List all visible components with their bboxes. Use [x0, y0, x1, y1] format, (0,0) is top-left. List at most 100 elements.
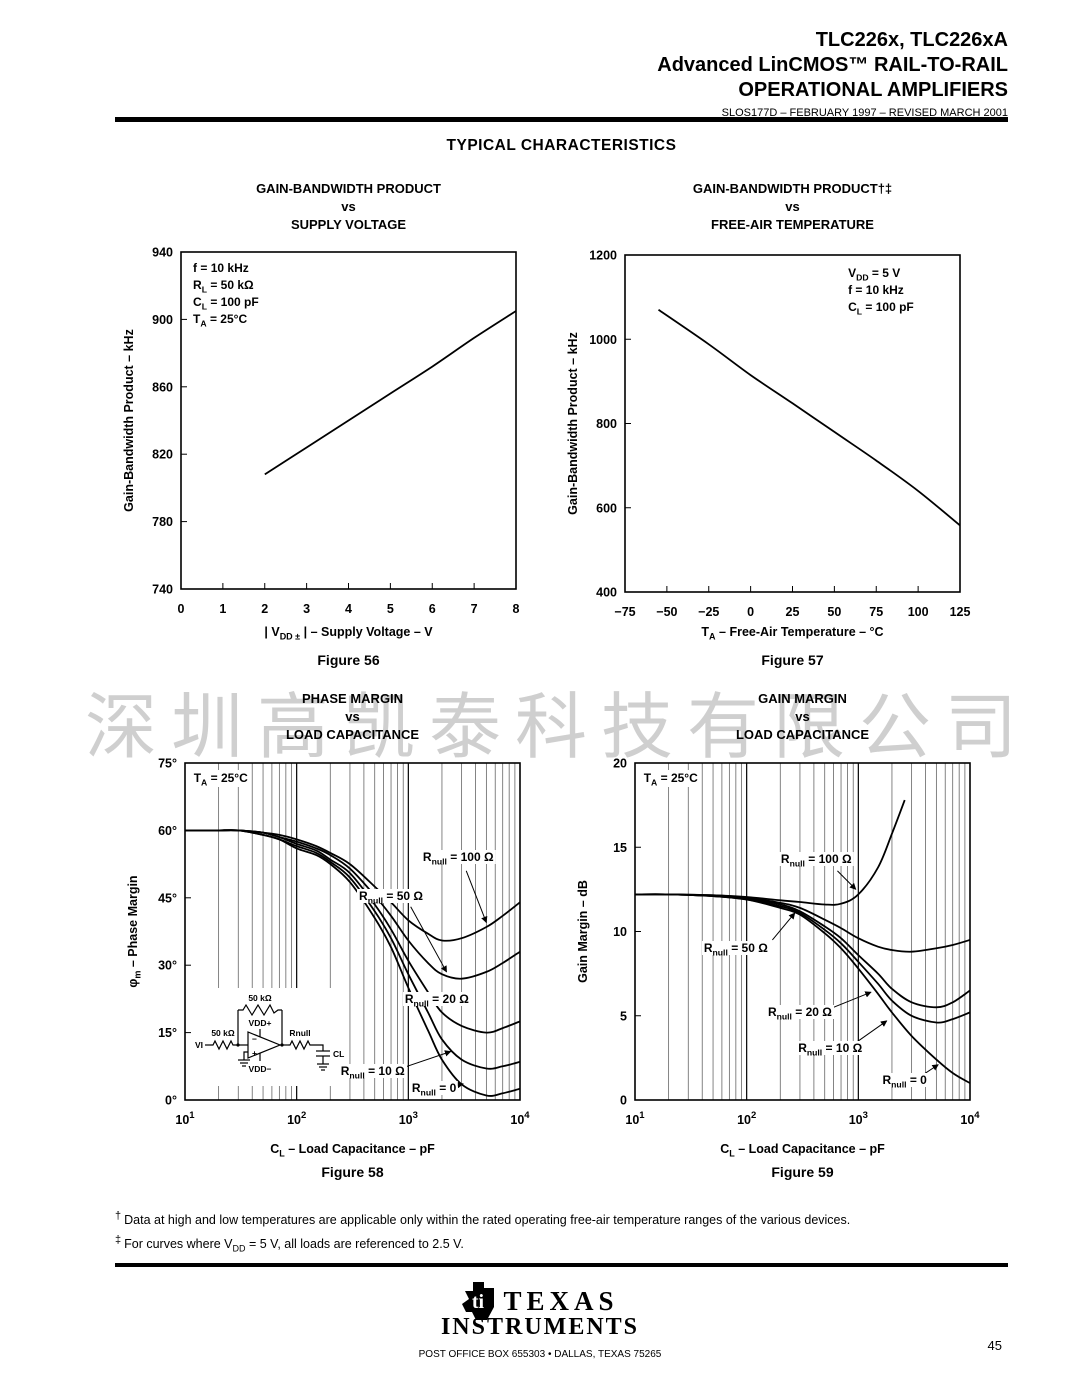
figure-56-y-axis-label: Gain-Bandwidth Product – kHz: [122, 329, 136, 512]
figure-57-title-line2: FREE-AIR TEMPERATURE: [711, 217, 874, 232]
figure-56-caption: Figure 56: [317, 652, 380, 668]
figure-59-x-axis-label: CL – Load Capacitance – pF: [720, 1142, 885, 1159]
curve-label-leader-arrow: [837, 870, 857, 890]
figure-56-title: GAIN-BANDWIDTH PRODUCT vs SUPPLY VOLTAGE: [181, 180, 516, 234]
figure-59-title: GAIN MARGIN vs LOAD CAPACITANCE: [635, 690, 970, 744]
curve-label-leader-arrow: [410, 906, 448, 973]
y-tick-label: 20: [613, 757, 627, 771]
curve-label-leader-arrow: [400, 1050, 452, 1070]
footnote-dagger: † Data at high and low temperatures are a…: [115, 1210, 1010, 1227]
plot-frame: [634, 762, 971, 1101]
product-family: Advanced LinCMOS™ RAIL-TO-RAIL: [657, 54, 1008, 76]
dagger-symbol: †: [115, 1210, 122, 1222]
header: TLC226x, TLC226xA Advanced LinCMOS™ RAIL…: [657, 28, 1008, 120]
series-line: [634, 893, 971, 1084]
figure-57-caption: Figure 57: [761, 652, 824, 668]
figure-58-y-axis-label: φm – Phase Margin: [126, 875, 143, 988]
plot-frame: [624, 254, 961, 593]
plot-frame: [184, 762, 521, 1101]
y-tick-label: 15°: [158, 1026, 177, 1040]
figure-58-title-line2: LOAD CAPACITANCE: [285, 727, 420, 742]
part-number: TLC226x, TLC226xA: [815, 29, 1008, 51]
figure-59-title-vs: vs: [795, 709, 810, 724]
series-line: [634, 799, 906, 906]
figure-58-caption: Figure 58: [321, 1164, 384, 1180]
x-tick-label: 1: [219, 602, 226, 616]
x-tick-label: 2: [261, 602, 268, 616]
footer-address: POST OFFICE BOX 655303 • DALLAS, TEXAS 7…: [418, 1349, 662, 1360]
product-type: OPERATIONAL AMPLIFIERS: [738, 79, 1008, 101]
footnotes: † Data at high and low temperatures are a…: [115, 1210, 1010, 1258]
figure-58-title: PHASE MARGIN vs LOAD CAPACITANCE: [185, 690, 520, 744]
series-line: [184, 829, 521, 1034]
figure-58-title-line1: PHASE MARGIN: [301, 691, 404, 706]
x-tick-label: 7: [471, 602, 478, 616]
figure-57-title: GAIN-BANDWIDTH PRODUCT†‡ vs FREE-AIR TEM…: [625, 180, 960, 234]
x-tick-label: 0: [178, 602, 185, 616]
figure-59-caption: Figure 59: [771, 1164, 834, 1180]
series-line: [634, 893, 971, 1024]
y-tick-label: 5: [620, 1009, 627, 1023]
figure-58-plot: 101 102 103 104 0° 15° 30° 45° 60° 75°: [158, 757, 530, 1128]
figure-57-x-axis-label: TA – Free-Air Temperature – °C: [701, 625, 884, 642]
footnote-double-dagger-text: For curves where VDD = 5 V, all loads ar…: [124, 1237, 464, 1254]
x-tick-label: 125: [950, 605, 971, 619]
y-tick-label: 10: [613, 925, 627, 939]
x-tick-label: 100: [908, 605, 929, 619]
footnote-double-dagger: ‡ For curves where VDD = 5 V, all loads a…: [115, 1234, 1010, 1254]
x-tick-label: 8: [513, 602, 520, 616]
y-tick-label: 600: [596, 501, 617, 515]
figure-56-plot: 0 1 2 3 4 5 6 7 8 740 780 820 860 900 940: [152, 246, 520, 617]
x-tick-label: −25: [698, 605, 719, 619]
y-tick-label: 45°: [158, 891, 177, 905]
y-tick-label: 800: [596, 417, 617, 431]
x-tick-label: 5: [387, 602, 394, 616]
curve-label-leader-arrow: [465, 870, 488, 924]
series-line: [657, 309, 961, 527]
x-tick-label: 101: [625, 1110, 645, 1127]
series-line: [264, 310, 517, 476]
brand-texas: TEXAS: [503, 1285, 619, 1316]
y-tick-label: 860: [152, 380, 173, 394]
y-tick-label: 740: [152, 583, 173, 597]
y-tick-label: 940: [152, 246, 173, 260]
y-tick-label: 0: [620, 1094, 627, 1108]
x-tick-label: 75: [869, 605, 883, 619]
page-number: 45: [987, 1338, 1002, 1353]
figure-57-plot: −75 −50 −25 0 25 50 75 100 125 400 600 800 1000 1200: [589, 249, 971, 620]
watermark-text: 深圳高凯泰科技有限公司: [85, 688, 1032, 768]
figure-58-x-axis-label: CL – Load Capacitance – pF: [270, 1142, 435, 1159]
y-tick-label: 1000: [589, 333, 617, 347]
figure-57-title-vs: vs: [785, 199, 800, 214]
brand-instruments: INSTRUMENTS: [440, 1314, 640, 1340]
ti-logo-icon: ti: [462, 1282, 495, 1320]
figure-56-title-vs: vs: [341, 199, 356, 214]
footer-rule: [115, 1263, 1008, 1267]
x-tick-label: −75: [614, 605, 635, 619]
y-tick-label: 1200: [589, 249, 617, 263]
y-tick-label: 30°: [158, 959, 177, 973]
figure-57-y-axis-label: Gain-Bandwidth Product – kHz: [566, 332, 580, 515]
figure-59-plot: 101 102 103 104 0 5 10 15 20: [613, 757, 980, 1128]
y-tick-label: 400: [596, 586, 617, 600]
y-tick-label: 0°: [165, 1094, 177, 1108]
curve-label-leader-arrow: [855, 1020, 888, 1044]
page-title: TYPICAL CHARACTERISTICS: [446, 137, 677, 154]
figure-59-title-line2: LOAD CAPACITANCE: [735, 727, 870, 742]
x-tick-label: −50: [656, 605, 677, 619]
double-dagger-symbol: ‡: [115, 1234, 122, 1247]
y-tick-label: 75°: [158, 757, 177, 771]
x-tick-label: 101: [175, 1110, 195, 1127]
footer-logo-row: ti TEXAS: [0, 1280, 1080, 1322]
header-rule: [115, 117, 1008, 122]
x-tick-label: 103: [849, 1110, 868, 1127]
x-tick-label: 104: [960, 1110, 980, 1127]
x-tick-label: 3: [303, 602, 310, 616]
figure-56-title-line1: GAIN-BANDWIDTH PRODUCT: [256, 181, 441, 196]
figure-59-title-line1: GAIN MARGIN: [758, 691, 847, 706]
doc-code: SLOS177D – FEBRUARY 1997 – REVISED MARCH…: [721, 107, 1008, 119]
y-tick-label: 900: [152, 313, 173, 327]
series-line: [184, 829, 521, 980]
footer-logo-block: ti TEXAS INSTRUMENTS POST OFFICE BOX 655…: [0, 1280, 1080, 1360]
